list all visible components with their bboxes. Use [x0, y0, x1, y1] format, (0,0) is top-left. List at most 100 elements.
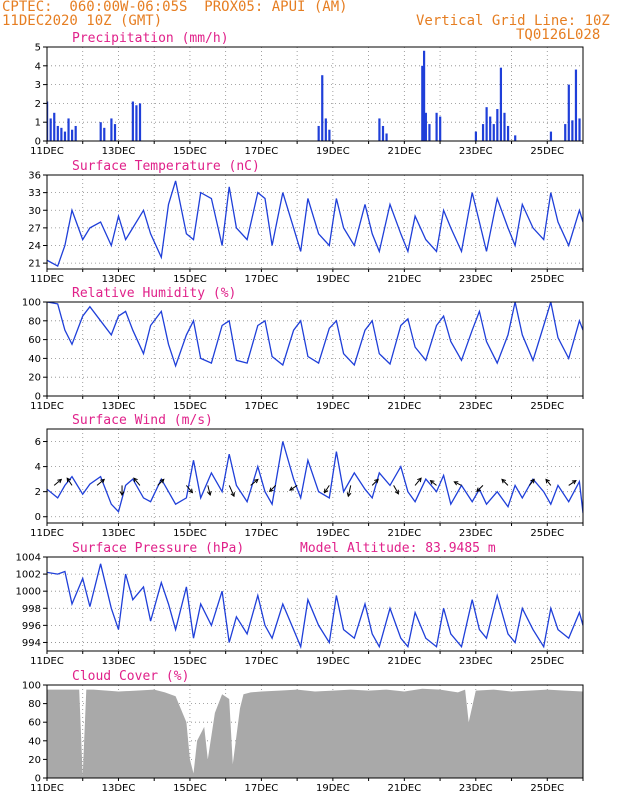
y-tick-label: 0: [35, 512, 41, 523]
wind-arrow: [207, 485, 211, 496]
x-tick-label: 11DEC: [30, 656, 64, 667]
panel-frame: [46, 556, 584, 652]
precip-bar: [578, 118, 581, 141]
precip-bar: [574, 69, 578, 141]
wind-arrow: [568, 480, 577, 486]
wind-arrow: [250, 479, 259, 486]
y-tick-label: 40: [28, 354, 41, 365]
x-tick-label: 15DEC: [173, 656, 207, 667]
x-tick-label: 19DEC: [316, 401, 350, 412]
precip-bar: [103, 127, 106, 141]
precip-bar: [421, 65, 424, 141]
x-tick-label: 11DEC: [30, 274, 64, 285]
x-tick-label: 15DEC: [173, 401, 207, 412]
y-tick-label: 5: [35, 43, 41, 54]
x-tick-label: 15DEC: [173, 783, 207, 794]
wind-arrow: [228, 485, 235, 497]
y-tick-label: 0: [35, 137, 41, 148]
x-tick-label: 21DEC: [387, 783, 421, 794]
x-tick-label: 13DEC: [102, 401, 136, 412]
y-tick-label: 2: [35, 487, 41, 498]
x-tick-label: 19DEC: [316, 783, 350, 794]
x-tick-label: 11DEC: [30, 401, 64, 412]
precip-bar: [67, 118, 70, 141]
precip-bar: [564, 124, 567, 141]
x-tick-label: 13DEC: [102, 274, 136, 285]
wind-arrow-head: [545, 478, 550, 484]
x-tick-label: 17DEC: [245, 146, 279, 157]
x-tick-label: 17DEC: [245, 656, 279, 667]
x-tick-label: 21DEC: [387, 401, 421, 412]
x-tick-label: 23DEC: [459, 146, 493, 157]
x-tick-label: 15DEC: [173, 274, 207, 285]
precip-bar: [492, 124, 495, 141]
y-tick-label: 994: [22, 638, 41, 649]
wind-arrow-head: [394, 489, 399, 495]
x-tick-label: 25DEC: [530, 783, 564, 794]
y-tick-label: 20: [28, 755, 41, 766]
x-tick-label: 21DEC: [387, 274, 421, 285]
precip-bar: [385, 133, 388, 141]
y-tick-label: 21: [28, 259, 41, 270]
wind-arrow-head: [57, 478, 63, 484]
wind-arrow: [53, 479, 62, 486]
wind-arrow: [501, 479, 509, 486]
y-tick-label: 80: [28, 699, 41, 710]
x-tick-label: 25DEC: [530, 528, 564, 539]
y-tick-label: 3: [35, 80, 41, 91]
x-tick-label: 15DEC: [173, 528, 207, 539]
y-tick-label: 33: [28, 188, 41, 199]
x-tick-label: 25DEC: [530, 656, 564, 667]
x-tick-label: 19DEC: [316, 274, 350, 285]
precip-bar: [74, 125, 77, 141]
y-tick-label: 6: [35, 437, 41, 448]
wind-arrow: [545, 479, 552, 486]
wind-arrow-head: [453, 481, 459, 486]
wind-arrow: [96, 479, 105, 486]
y-tick-label: 1: [35, 118, 41, 129]
x-tick-label: 13DEC: [102, 528, 136, 539]
x-tick-label: 19DEC: [316, 528, 350, 539]
wind-arrow-head: [66, 477, 72, 483]
x-tick-label: 11DEC: [30, 146, 64, 157]
x-tick-label: 23DEC: [459, 783, 493, 794]
wind-arrow-head: [133, 477, 138, 483]
wind-arrow: [185, 485, 193, 493]
wind-arrow-head: [429, 479, 435, 485]
wind-arrow: [371, 479, 379, 486]
wind-arrow: [476, 485, 484, 492]
series-line: [47, 180, 583, 268]
precip-bar: [378, 118, 381, 141]
wind-arrow: [414, 477, 422, 486]
x-tick-label: 11DEC: [30, 783, 64, 794]
header-line2-right: TQ0126L028: [516, 27, 601, 43]
wind-arrow-head: [188, 488, 194, 494]
y-tick-label: 996: [22, 621, 41, 632]
wind-arrow: [324, 485, 330, 493]
wind-arrow-head: [501, 478, 506, 484]
y-tick-label: 30: [28, 206, 41, 217]
precip-bar: [571, 120, 574, 141]
cloud-area: [47, 688, 583, 778]
y-tick-label: 4: [35, 61, 41, 72]
x-tick-label: 19DEC: [316, 656, 350, 667]
header-line1-right: Vertical Grid Line: 10Z: [416, 13, 610, 29]
y-tick-label: 24: [28, 241, 41, 252]
precip-bar: [71, 129, 74, 141]
y-tick-label: 60: [28, 718, 41, 729]
x-tick-label: 13DEC: [102, 783, 136, 794]
y-tick-label: 998: [22, 604, 41, 615]
panel-1: 21 24 27 30 33 36 11DEC 13DEC 15DEC 17DEC 19DEC 21D…: [28, 159, 584, 285]
header-line2-left: 11DEC2020 10Z (GMT): [2, 13, 163, 29]
precip-bar: [56, 125, 59, 141]
x-tick-label: 25DEC: [530, 274, 564, 285]
precip-bar: [496, 109, 499, 141]
panel-annotation: Model Altitude: 83.9485 m: [300, 541, 496, 556]
precip-bar: [567, 84, 570, 141]
y-tick-label: 1000: [16, 587, 41, 598]
wind-arrow-head: [253, 478, 259, 484]
y-tick-label: 1004: [16, 553, 41, 564]
wind-arrow: [157, 479, 165, 486]
x-tick-label: 17DEC: [245, 783, 279, 794]
